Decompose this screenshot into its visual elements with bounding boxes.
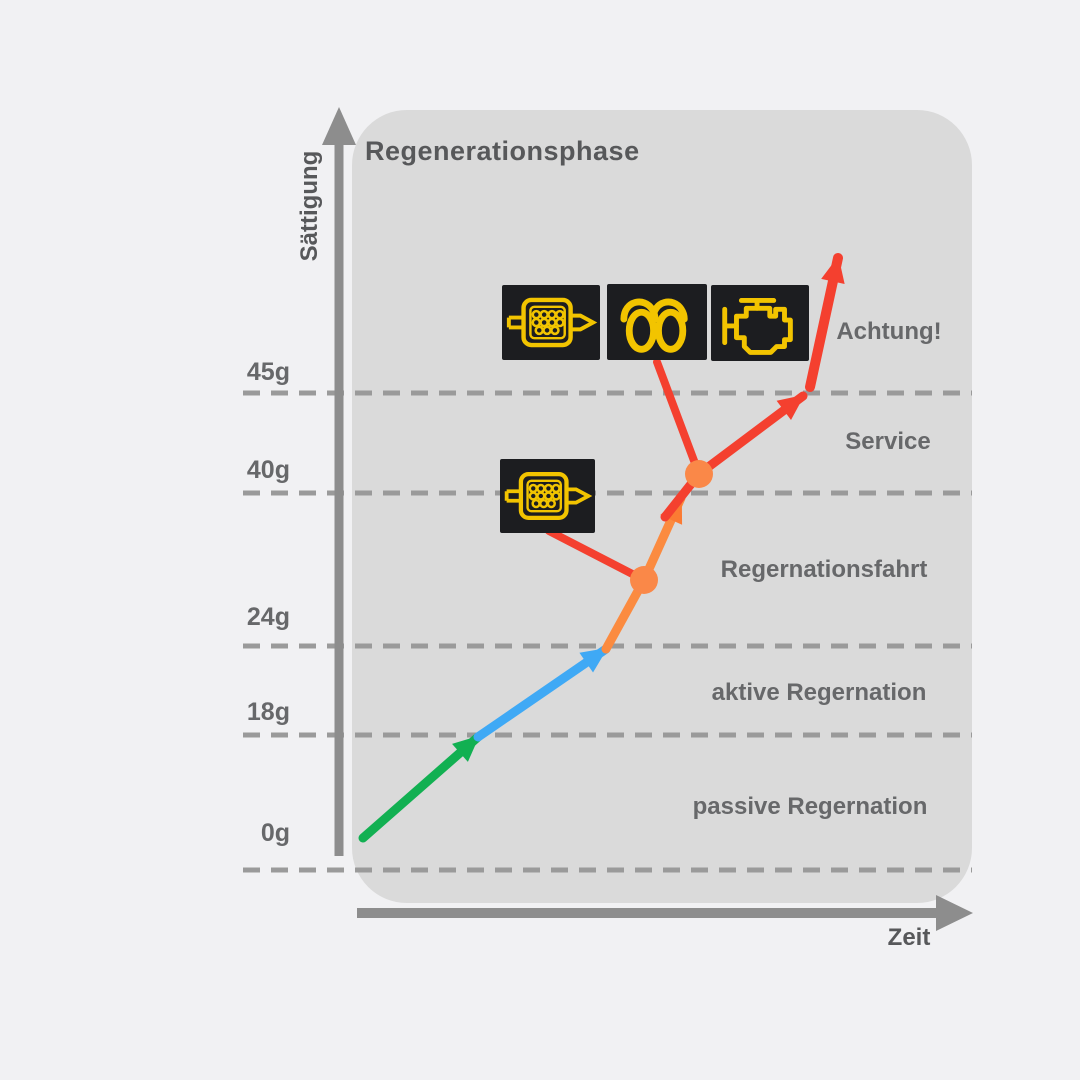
event-dot-service — [685, 460, 713, 488]
segment-active-regeneration — [473, 644, 611, 742]
phase-label-regeneration-drive: Regernationsfahrt — [720, 556, 928, 583]
glow-plug-warning-icon — [620, 298, 688, 353]
glow-plug-warning-light-tile — [607, 284, 707, 360]
check-engine-warning-light-tile — [711, 285, 809, 361]
dpf-warning-icon — [506, 297, 598, 348]
segment-passive-regeneration — [358, 732, 483, 843]
connector-dpf-light — [545, 527, 648, 584]
saturation-trajectory — [358, 253, 845, 843]
dpf-warning-icon — [504, 472, 593, 520]
segment-service — [694, 391, 808, 479]
phase-label-active-regeneration: aktive Regernation — [711, 679, 927, 706]
dpf-warning-light-tile-event — [500, 459, 595, 533]
phase-label-achtung: Achtung! — [836, 318, 942, 345]
threshold-gridlines — [243, 390, 972, 873]
x-axis-label: Zeit — [887, 924, 931, 951]
connector-glowplug-light — [653, 358, 703, 478]
y-axis-arrow-icon — [322, 107, 356, 145]
dpf-warning-light-tile — [502, 285, 600, 360]
phase-label-passive-regeneration: passive Regernation — [692, 793, 928, 820]
y-tick-18g: 18g — [246, 698, 290, 726]
phase-label-service: Service — [845, 428, 931, 455]
warning-connectors — [545, 358, 703, 584]
event-dot-regeneration-drive — [630, 566, 658, 594]
y-tick-0g: 0g — [260, 819, 290, 847]
y-axis-label: Sättigung — [296, 150, 323, 262]
check-engine-warning-icon — [722, 298, 793, 355]
segment-achtung — [805, 253, 845, 392]
y-tick-24g: 24g — [246, 603, 290, 631]
axes — [322, 107, 973, 931]
y-tick-40g: 40g — [246, 456, 290, 484]
event-dots — [630, 460, 713, 594]
y-tick-45g: 45g — [246, 358, 290, 386]
page-title: Regenerationsphase — [365, 136, 640, 166]
x-axis-arrow-icon — [936, 895, 973, 931]
